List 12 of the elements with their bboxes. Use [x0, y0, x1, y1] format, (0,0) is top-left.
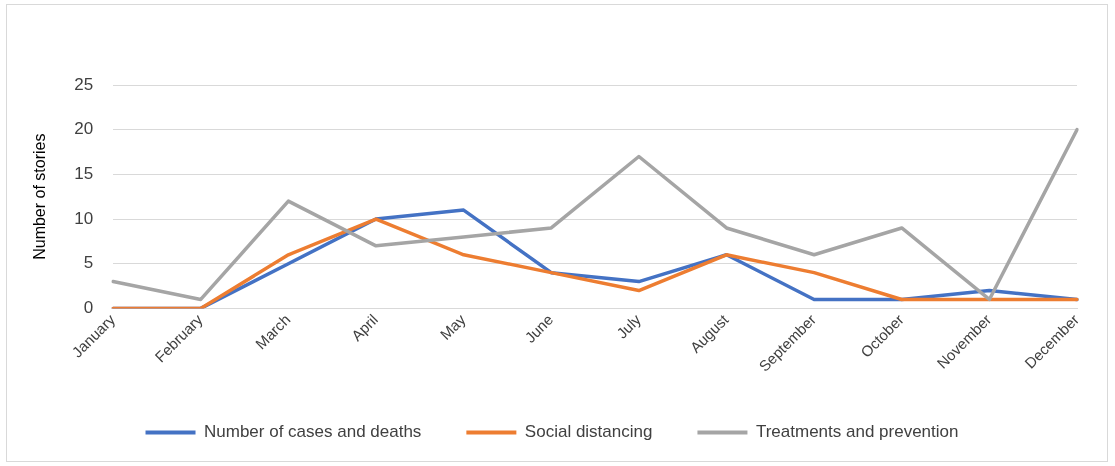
legend-label: Number of cases and deaths: [204, 422, 422, 442]
legend-label: Treatments and prevention: [755, 422, 959, 442]
y-tick-label: 20: [74, 119, 94, 139]
y-tick-label: 5: [83, 253, 94, 273]
y-tick-label: 0: [83, 298, 94, 318]
legend-label: Social distancing: [524, 422, 653, 442]
y-tick-label: 10: [74, 208, 94, 228]
x-tick-label: May: [436, 310, 470, 343]
x-tick-label: July: [613, 310, 645, 342]
y-axis-title: Number of stories: [31, 133, 49, 260]
y-tick-label: 15: [74, 164, 94, 184]
y-tick-label: 25: [74, 74, 94, 94]
